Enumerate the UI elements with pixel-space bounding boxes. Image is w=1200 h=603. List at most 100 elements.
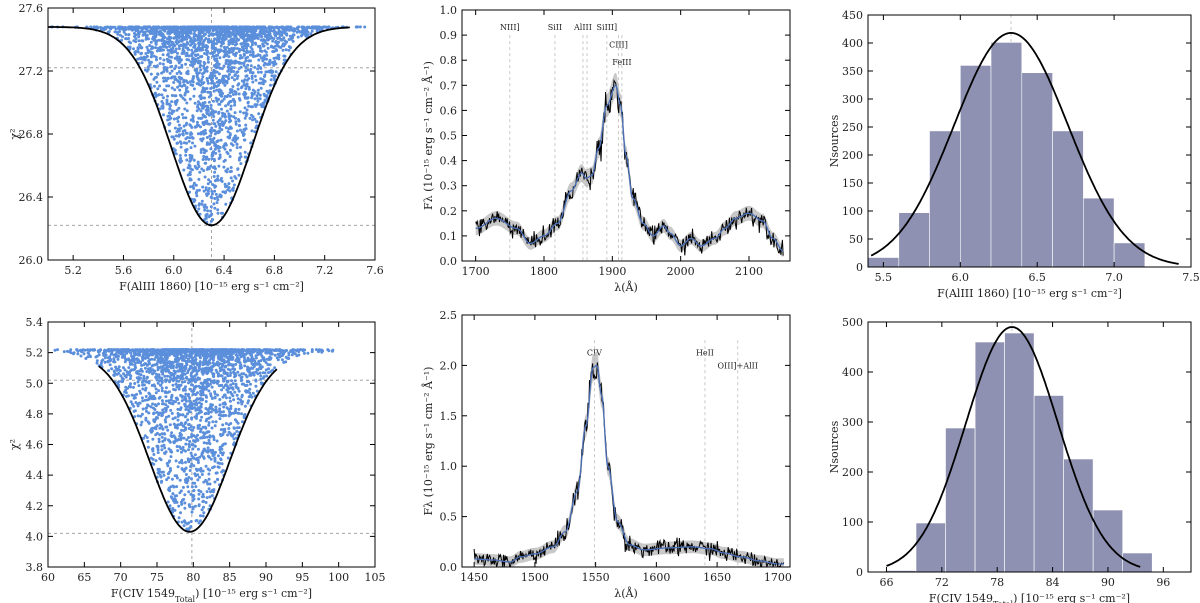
scatter-point <box>213 122 217 126</box>
scatter-point <box>125 394 128 398</box>
scatter-point <box>127 357 130 361</box>
scatter-point <box>282 30 286 33</box>
scatter-point <box>206 482 210 486</box>
scatter-point <box>219 194 223 198</box>
scatter-point <box>264 361 268 364</box>
scatter-point <box>202 511 206 515</box>
scatter-point <box>200 55 203 59</box>
scatter-point <box>218 398 222 401</box>
scatter-point <box>234 359 238 362</box>
scatter-point <box>100 359 104 363</box>
scatter-point <box>230 386 234 390</box>
scatter-point <box>161 96 165 100</box>
scatter-point <box>265 42 269 46</box>
scatter-point <box>185 348 188 352</box>
scatter-point <box>272 56 276 60</box>
scatter-point <box>215 130 219 134</box>
scatter-point <box>245 37 249 41</box>
scatter-point <box>208 142 211 146</box>
scatter-point <box>210 157 214 161</box>
scatter-point <box>247 77 251 80</box>
scatter-point <box>189 124 193 128</box>
scatter-point <box>293 29 297 33</box>
scatter-point <box>302 351 306 355</box>
x-tick-label: 2000 <box>667 265 695 278</box>
scatter-point <box>190 48 194 52</box>
scatter-point <box>207 455 211 459</box>
scatter-point <box>240 354 244 358</box>
scatter-point <box>212 175 216 178</box>
scatter-point <box>199 381 203 385</box>
scatter-point <box>234 374 238 378</box>
scatter-point <box>176 352 180 355</box>
scatter-point <box>210 426 214 430</box>
scatter-point <box>246 29 249 33</box>
scatter-point <box>157 471 161 475</box>
scatter-point <box>181 445 185 449</box>
scatter-point <box>233 103 237 107</box>
scatter-point <box>229 142 233 146</box>
scatter-point <box>251 53 255 57</box>
scatter-point <box>233 379 237 383</box>
scatter-point <box>237 389 241 393</box>
scatter-point <box>189 377 193 381</box>
scatter-point <box>265 348 269 352</box>
scatter-point <box>219 458 223 462</box>
scatter-point <box>179 77 182 81</box>
scatter-point <box>211 407 215 411</box>
scatter-point <box>285 25 289 29</box>
scatter-point <box>142 352 146 355</box>
scatter-point <box>168 401 171 405</box>
scatter-point <box>264 26 268 30</box>
scatter-point <box>156 365 160 369</box>
scatter-point <box>175 141 179 145</box>
scatter-point <box>154 372 158 376</box>
scatter-point <box>251 29 255 33</box>
scatter-point <box>222 386 226 389</box>
scatter-point <box>237 97 241 100</box>
scatter-point <box>210 152 214 156</box>
scatter-point <box>107 348 111 352</box>
scatter-point <box>266 363 270 367</box>
scatter-point <box>237 67 241 71</box>
scatter-point <box>270 352 274 355</box>
scatter-point <box>183 506 187 510</box>
scatter-point <box>145 363 149 367</box>
scatter-point <box>253 65 257 69</box>
scatter-point <box>215 60 219 64</box>
scatter-point <box>147 411 151 415</box>
scatter-point <box>150 52 154 56</box>
scatter-point <box>210 81 213 85</box>
scatter-point <box>229 59 233 63</box>
scatter-point <box>203 161 207 165</box>
scatter-point <box>199 409 203 413</box>
scatter-point <box>202 61 206 64</box>
scatter-point <box>208 134 212 138</box>
scatter-point <box>245 380 249 384</box>
scatter-point <box>187 423 191 426</box>
scatter-point <box>184 54 188 58</box>
x-tick-label: 6.0 <box>165 264 183 277</box>
scatter-point <box>177 106 181 110</box>
scatter-point <box>210 397 214 400</box>
scatter-point <box>187 34 191 38</box>
scatter-point <box>258 32 262 36</box>
scatter-point <box>305 28 309 32</box>
scatter-point <box>193 374 197 378</box>
scatter-point <box>227 47 231 51</box>
scatter-point <box>214 405 218 409</box>
scatter-point <box>229 70 233 74</box>
scatter-point <box>190 349 194 353</box>
scatter-point <box>176 58 180 62</box>
scatter-point <box>161 53 165 57</box>
scatter-point <box>197 207 201 211</box>
scatter-point <box>243 150 247 154</box>
scatter-point <box>262 348 266 352</box>
scatter-point <box>123 368 127 372</box>
scatter-point <box>232 60 235 64</box>
scatter-point <box>150 29 154 33</box>
scatter-point <box>221 423 225 427</box>
plot-area: NIII] SiII AlIII SiIII]CIII]FeIII <box>475 23 784 261</box>
scatter-point <box>177 383 181 387</box>
scatter-point <box>138 369 142 373</box>
